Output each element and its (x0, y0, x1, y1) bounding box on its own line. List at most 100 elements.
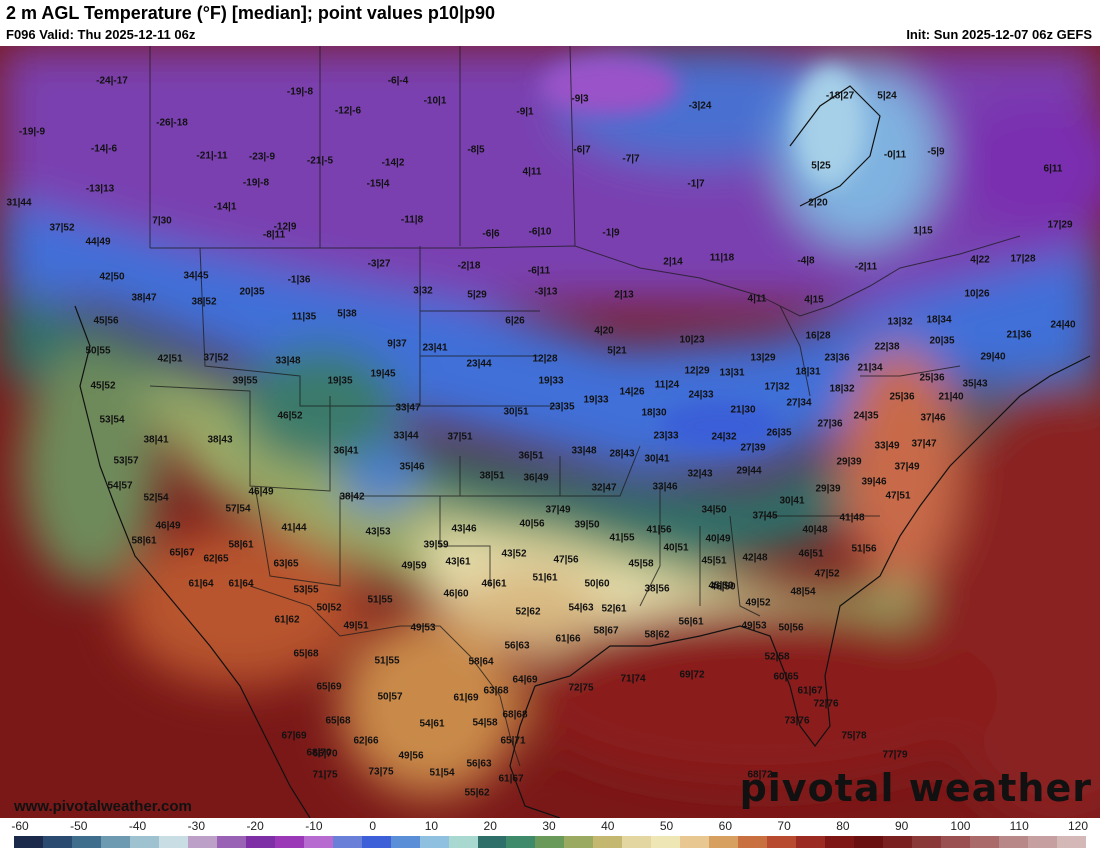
point-value: 54|61 (419, 718, 445, 730)
point-value: -15|4 (366, 178, 390, 190)
point-value: 61|67 (498, 773, 524, 785)
point-value: 37|45 (752, 510, 778, 522)
colorbar-tick-label: 120 (1067, 819, 1089, 833)
point-value: 67|69 (281, 730, 307, 742)
point-value: -9|1 (516, 106, 534, 118)
point-value: 68|72 (747, 769, 773, 781)
point-value: 51|55 (367, 594, 393, 606)
point-value: 23|35 (549, 401, 575, 413)
point-value: 71|74 (620, 673, 646, 685)
point-value: 56|61 (678, 616, 704, 628)
colorbar: -60 -50 -40 -30 -20 -10 0 10 20 30 40 50 60 70 80 90 100… (0, 818, 1100, 850)
colorbar-cell (448, 836, 478, 848)
point-value: 66|70 (312, 748, 338, 760)
colorbar-cell (419, 836, 449, 848)
colorbar-tick-label: -30 (187, 819, 205, 833)
point-value: 33|44 (393, 430, 419, 442)
point-value: 27|39 (740, 442, 766, 454)
point-value: 11|24 (654, 379, 680, 391)
point-value: 4|15 (804, 294, 824, 306)
colorbar-cell (1056, 836, 1086, 848)
colorbar-tick-label: -40 (128, 819, 147, 833)
point-value: 39|46 (861, 476, 887, 488)
point-value: 12|28 (532, 353, 558, 365)
point-value: 25|36 (919, 372, 945, 384)
point-value: 36|49 (523, 472, 549, 484)
colorbar-cell (42, 836, 72, 848)
point-value: 58|62 (644, 629, 670, 641)
point-value: 41|44 (281, 522, 307, 534)
point-value: -19|-8 (286, 86, 314, 98)
point-value: 41|55 (609, 532, 635, 544)
point-value: 27|34 (786, 397, 812, 409)
point-value: 4|22 (970, 254, 990, 266)
point-value: -1|36 (287, 274, 311, 286)
point-value: 21|34 (857, 362, 883, 374)
coastlines (74, 85, 1091, 818)
point-value: -8|5 (467, 144, 485, 156)
point-value: 46|49 (248, 486, 274, 498)
point-value: -6|11 (527, 265, 551, 277)
colorbar-cell (593, 836, 623, 848)
point-value: 24|40 (1050, 319, 1076, 331)
point-value: 20|35 (929, 335, 955, 347)
point-value: 4|11 (522, 166, 542, 178)
point-value: -14|2 (381, 157, 405, 169)
point-value: 9|37 (387, 338, 407, 350)
point-value: 54|57 (107, 480, 133, 492)
point-value: 16|28 (805, 330, 831, 342)
point-value: 40|51 (663, 542, 689, 554)
site-watermark: www.pivotalweather.com (14, 798, 192, 815)
point-value: -6|10 (528, 226, 552, 238)
point-value: 36|41 (333, 445, 359, 457)
colorbar-cell (622, 836, 652, 848)
point-value: 19|33 (538, 375, 564, 387)
point-value: 34|45 (183, 270, 209, 282)
point-value: 34|50 (701, 504, 727, 516)
point-value: 46|52 (277, 410, 303, 422)
point-value: 51|56 (851, 543, 877, 555)
colorbar-tick-label: -60 (11, 819, 29, 833)
point-value: 24|32 (711, 431, 737, 443)
colorbar-cell (100, 836, 130, 848)
point-value: 31|44 (6, 197, 32, 209)
point-value: 13|32 (887, 316, 913, 328)
colorbar-tick-label: 10 (424, 819, 439, 833)
colorbar-tick-label: 50 (659, 819, 674, 833)
point-value: 52|58 (764, 651, 790, 663)
point-value: 46|50 (710, 581, 736, 593)
colorbar-cell (883, 836, 913, 848)
point-value: -3|13 (534, 286, 558, 298)
colorbar-cell (71, 836, 101, 848)
point-value: 30|41 (779, 495, 805, 507)
point-value: 38|52 (191, 296, 217, 308)
point-value: -6|7 (573, 144, 591, 156)
point-value: 68|68 (502, 709, 528, 721)
point-value: 10|26 (964, 288, 990, 300)
point-value: 54|58 (472, 717, 498, 729)
point-value: 23|36 (824, 352, 850, 364)
point-value: -2|18 (457, 260, 481, 272)
temperature-map[interactable]: -24|-17 -19|-8 -6|-4 -10|1 -9|3 -3|24 -18|27 5|… (0, 46, 1100, 818)
colorbar-ticks: -60 -50 -40 -30 -20 -10 0 10 20 30 40 50 60 70 80 90 100… (0, 818, 1100, 834)
point-value: 45|58 (628, 558, 654, 570)
point-value: 5|29 (467, 289, 487, 301)
point-value: 38|47 (131, 292, 157, 304)
point-value: 65|67 (169, 547, 195, 559)
point-value: 36|51 (518, 450, 544, 462)
point-value: 45|56 (93, 315, 119, 327)
point-value: -23|-9 (248, 151, 276, 163)
point-value: 17|32 (764, 381, 790, 393)
colorbar-cell (564, 836, 594, 848)
point-value: 18|34 (926, 314, 952, 326)
point-value: 39|50 (574, 519, 600, 531)
colorbar-cell (969, 836, 999, 848)
colorbar-cell (767, 836, 797, 848)
point-value: 48|54 (790, 586, 816, 598)
point-value: 38|42 (339, 491, 365, 503)
point-value: -21|-11 (196, 150, 228, 162)
point-value: 77|79 (882, 749, 908, 761)
point-value: 53|57 (113, 455, 139, 467)
point-value: 21|40 (938, 391, 964, 403)
point-value: 75|78 (841, 730, 867, 742)
